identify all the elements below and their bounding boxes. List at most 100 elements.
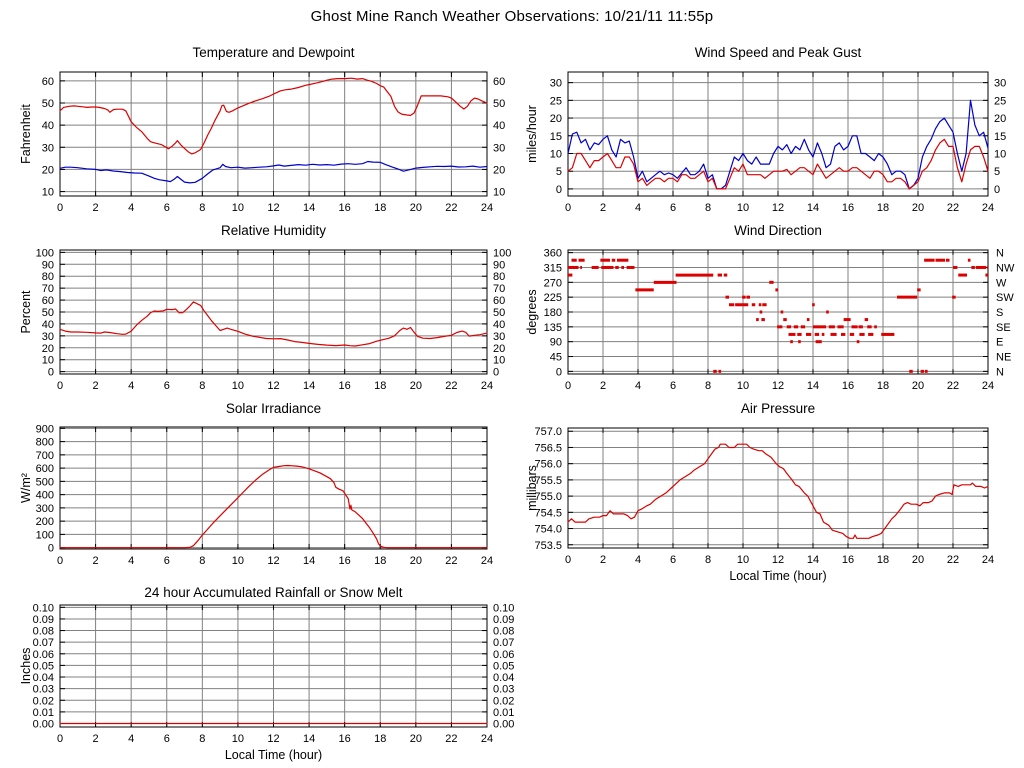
svg-text:100: 100 — [36, 247, 54, 259]
svg-text:0.04: 0.04 — [493, 672, 514, 684]
svg-text:0: 0 — [493, 367, 499, 379]
svg-text:756.5: 756.5 — [534, 442, 562, 454]
svg-text:10: 10 — [42, 187, 54, 199]
chart-canvas: 0 2 4 6 8 10 12 14 16 18 20 22 241020304050601020304… — [19, 71, 505, 214]
chart-canvas: 0 2 4 6 8 10 12 14 16 18 20 22 240.000.010.020.030.0… — [19, 602, 514, 762]
svg-text:16: 16 — [842, 380, 854, 392]
svg-text:16: 16 — [842, 202, 854, 214]
svg-text:12: 12 — [772, 202, 784, 214]
svg-text:40: 40 — [42, 120, 54, 132]
svg-text:30: 30 — [42, 142, 54, 154]
svg-text:SE: SE — [996, 322, 1011, 334]
svg-text:50: 50 — [493, 307, 505, 319]
svg-text:millibars: millibars — [525, 465, 539, 511]
svg-text:18: 18 — [877, 202, 889, 214]
svg-text:50: 50 — [493, 98, 505, 110]
chart-title: Relative Humidity — [220, 223, 327, 238]
svg-text:0: 0 — [57, 733, 63, 745]
svg-text:8: 8 — [199, 555, 205, 567]
svg-text:degrees: degrees — [525, 289, 539, 334]
svg-text:Inches: Inches — [19, 648, 33, 685]
svg-text:22: 22 — [445, 555, 457, 567]
svg-text:60: 60 — [493, 295, 505, 307]
svg-text:24: 24 — [982, 202, 994, 214]
chart-title: Wind Direction — [734, 223, 822, 238]
svg-text:40: 40 — [42, 319, 54, 331]
svg-text:24: 24 — [982, 380, 994, 392]
svg-text:756.0: 756.0 — [534, 459, 562, 471]
temperature-dewpoint-chart: Temperature and Dewpoint 0 2 4 6 8 10 12 14 16 18… — [0, 40, 520, 218]
svg-text:10: 10 — [493, 187, 505, 199]
svg-text:50: 50 — [42, 307, 54, 319]
svg-text:8: 8 — [705, 554, 711, 566]
svg-text:22: 22 — [445, 380, 457, 392]
svg-text:80: 80 — [42, 271, 54, 283]
svg-text:40: 40 — [493, 120, 505, 132]
chart-title: Solar Irradiance — [225, 401, 322, 416]
svg-text:0.00: 0.00 — [493, 719, 514, 731]
svg-text:12: 12 — [267, 380, 279, 392]
svg-text:20: 20 — [493, 164, 505, 176]
svg-text:10: 10 — [232, 380, 244, 392]
svg-text:6: 6 — [670, 380, 676, 392]
svg-text:60: 60 — [42, 76, 54, 88]
svg-text:20: 20 — [912, 380, 924, 392]
svg-text:4: 4 — [128, 733, 134, 745]
svg-text:45: 45 — [550, 352, 562, 364]
svg-text:8: 8 — [199, 733, 205, 745]
svg-text:20: 20 — [42, 343, 54, 355]
solar-irradiance-chart: Solar Irradiance 0 2 4 6 8 10 12 14 16 18 20 22 24 0 1… — [0, 396, 520, 580]
svg-text:30: 30 — [42, 331, 54, 343]
svg-text:18: 18 — [374, 555, 386, 567]
chart-canvas: 0 2 4 6 8 10 12 14 16 18 20 22 240100200300400500600… — [19, 423, 493, 567]
svg-text:754.0: 754.0 — [534, 524, 562, 536]
wind-direction-chart: Wind Direction 0 2 4 6 8 10 12 14 16 18 20 22 24 0 45 9… — [520, 218, 1024, 396]
svg-text:6: 6 — [164, 555, 170, 567]
svg-text:22: 22 — [445, 733, 457, 745]
relative-humidity-chart: Relative Humidity 0 2 4 6 8 10 12 14 16 18 20 22 24 0… — [0, 218, 520, 396]
svg-text:12: 12 — [772, 380, 784, 392]
svg-text:10: 10 — [42, 355, 54, 367]
svg-text:50: 50 — [42, 98, 54, 110]
svg-text:18: 18 — [374, 380, 386, 392]
svg-text:0.01: 0.01 — [33, 707, 54, 719]
svg-text:90: 90 — [550, 337, 562, 349]
svg-text:10: 10 — [493, 355, 505, 367]
svg-text:60: 60 — [42, 295, 54, 307]
svg-text:100: 100 — [36, 529, 54, 541]
svg-text:S: S — [996, 307, 1003, 319]
rainfall-chart: 24 hour Accumulated Rainfall or Snow Mel… — [0, 580, 520, 768]
svg-text:0.06: 0.06 — [493, 649, 514, 661]
svg-text:755.0: 755.0 — [534, 491, 562, 503]
svg-text:20: 20 — [912, 202, 924, 214]
svg-text:20: 20 — [493, 343, 505, 355]
svg-text:0.02: 0.02 — [33, 695, 54, 707]
svg-text:18: 18 — [877, 554, 889, 566]
svg-text:135: 135 — [544, 322, 562, 334]
svg-text:20: 20 — [912, 554, 924, 566]
svg-text:2: 2 — [600, 380, 606, 392]
svg-text:20: 20 — [410, 380, 422, 392]
svg-text:24: 24 — [481, 555, 493, 567]
svg-text:757.0: 757.0 — [534, 426, 562, 438]
svg-text:0.10: 0.10 — [493, 602, 514, 614]
svg-text:5: 5 — [556, 166, 562, 178]
svg-text:12: 12 — [267, 202, 279, 214]
svg-text:24: 24 — [481, 202, 493, 214]
chart-canvas: 0 2 4 6 8 10 12 14 16 18 20 22 240459013518022527031… — [525, 248, 1015, 392]
svg-text:18: 18 — [374, 202, 386, 214]
svg-text:25: 25 — [550, 95, 562, 107]
chart-canvas: 0 2 4 6 8 10 12 14 16 18 20 22 240510152025300510152… — [525, 71, 1006, 214]
svg-text:6: 6 — [164, 202, 170, 214]
svg-text:8: 8 — [705, 202, 711, 214]
svg-text:30: 30 — [994, 78, 1006, 90]
svg-text:0.07: 0.07 — [33, 637, 54, 649]
svg-text:20: 20 — [550, 113, 562, 125]
svg-text:270: 270 — [544, 277, 562, 289]
svg-text:24: 24 — [982, 554, 994, 566]
svg-text:900: 900 — [36, 423, 54, 435]
svg-text:Percent: Percent — [19, 290, 33, 334]
air-pressure-chart: Air Pressure 0 2 4 6 8 10 12 14 16 18 20 22 24 753.5 7… — [520, 396, 1024, 588]
svg-text:24: 24 — [481, 380, 493, 392]
